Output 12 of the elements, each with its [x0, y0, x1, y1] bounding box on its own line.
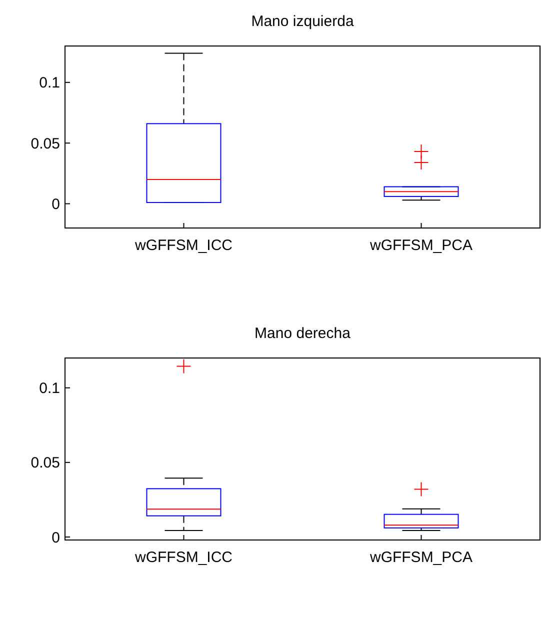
y-tick-label: 0 [52, 196, 60, 213]
y-tick-label: 0.1 [39, 380, 60, 398]
x-tick-label: wGFFSM_PCA [368, 237, 473, 254]
x-tick-label: wGFFSM_ICC [134, 549, 233, 566]
chart-title: Mano derecha [254, 325, 352, 342]
x-tick-label: wGFFSM_ICC [134, 237, 233, 254]
y-tick-label: 0.05 [30, 135, 60, 152]
chart-title: Mano izquierda [251, 13, 354, 30]
y-tick-label: 0 [52, 529, 60, 546]
x-tick-label: wGFFSM_PCA [368, 549, 473, 566]
y-tick-label: 0.1 [39, 74, 60, 92]
y-tick-label: 0.05 [30, 454, 60, 472]
